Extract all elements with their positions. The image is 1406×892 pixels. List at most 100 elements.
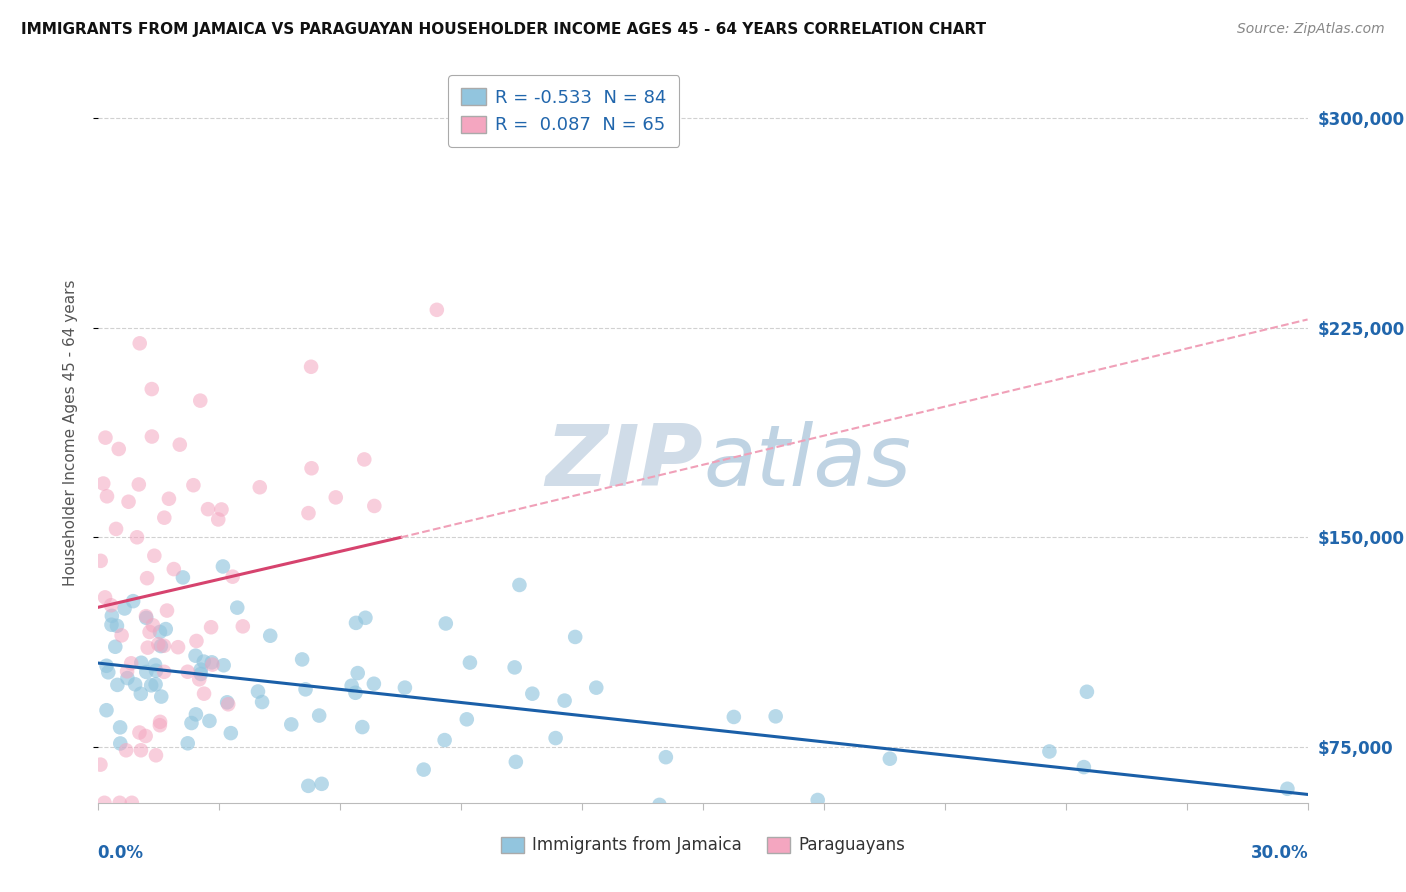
Text: atlas: atlas (703, 421, 911, 504)
Point (176, 665, 198, 679)
Point (115, 743, 138, 757)
Point (135, 611, 157, 625)
Point (96, 658, 118, 673)
Point (105, 619, 128, 633)
Point (90, 554, 112, 568)
Point (297, 779, 319, 793)
Point (294, 682, 316, 697)
Text: 0.0%: 0.0% (97, 844, 143, 862)
Point (136, 640, 159, 655)
Point (180, 716, 202, 731)
Point (115, 665, 138, 679)
Point (96, 489, 118, 503)
Point (145, 748, 167, 763)
Point (1076, 685, 1098, 699)
Point (193, 687, 215, 701)
Point (394, 681, 416, 695)
Point (311, 777, 333, 791)
Point (807, 793, 830, 807)
Point (200, 620, 222, 634)
Point (434, 616, 457, 631)
Point (101, 608, 124, 623)
Point (125, 530, 148, 544)
Point (135, 665, 157, 679)
Point (97, 665, 120, 680)
Point (172, 570, 194, 584)
Point (190, 663, 212, 677)
Point (226, 600, 249, 615)
Point (648, 797, 671, 812)
Point (114, 601, 136, 615)
Point (505, 755, 527, 769)
Point (149, 718, 172, 732)
Point (591, 842, 613, 856)
Point (936, 808, 959, 822)
Point (250, 695, 273, 709)
Point (344, 615, 367, 630)
Point (153, 510, 176, 524)
Point (94, 431, 117, 445)
Point (927, 821, 949, 835)
Point (193, 655, 215, 669)
Point (201, 657, 224, 672)
Point (100, 617, 122, 632)
Point (1038, 744, 1060, 758)
Point (149, 714, 172, 729)
Point (105, 522, 128, 536)
Point (104, 640, 127, 654)
Point (280, 717, 302, 731)
Point (456, 712, 478, 726)
Point (138, 624, 160, 639)
Point (221, 569, 243, 583)
Point (246, 684, 269, 698)
Point (1277, 781, 1299, 796)
Point (363, 499, 385, 513)
Text: 30.0%: 30.0% (1251, 844, 1309, 862)
Point (89, 757, 111, 772)
Point (363, 677, 385, 691)
Point (353, 452, 375, 467)
Point (352, 720, 374, 734)
Point (167, 640, 190, 655)
Point (120, 657, 142, 671)
Point (169, 437, 191, 451)
Point (111, 628, 134, 642)
Point (412, 763, 434, 777)
Point (128, 477, 150, 491)
Point (344, 686, 367, 700)
Point (155, 622, 177, 636)
Point (136, 571, 159, 585)
Point (508, 578, 530, 592)
Point (346, 666, 368, 681)
Point (129, 656, 152, 670)
Point (188, 673, 211, 687)
Point (354, 611, 377, 625)
Y-axis label: Householder Income Ages 45 - 64 years: Householder Income Ages 45 - 64 years (63, 279, 77, 586)
Legend: Immigrants from Jamaica, Paraguayans: Immigrants from Jamaica, Paraguayans (494, 830, 912, 861)
Point (655, 750, 678, 764)
Point (879, 752, 901, 766)
Point (301, 461, 323, 475)
Point (217, 695, 239, 709)
Point (141, 382, 163, 396)
Point (522, 687, 544, 701)
Point (249, 480, 271, 494)
Point (145, 664, 167, 678)
Point (503, 660, 526, 674)
Point (765, 709, 787, 723)
Point (297, 506, 319, 520)
Point (219, 726, 242, 740)
Point (163, 562, 186, 576)
Point (211, 502, 233, 516)
Point (94, 591, 117, 605)
Point (149, 639, 172, 653)
Point (183, 478, 205, 492)
Point (232, 619, 254, 633)
Point (201, 656, 224, 670)
Text: IMMIGRANTS FROM JAMAICA VS PARAGUAYAN HOUSEHOLDER INCOME AGES 45 - 64 YEARS CORR: IMMIGRANTS FROM JAMAICA VS PARAGUAYAN HO… (21, 22, 986, 37)
Point (207, 512, 229, 526)
Point (129, 687, 152, 701)
Point (145, 677, 167, 691)
Point (426, 302, 449, 317)
Point (148, 637, 170, 651)
